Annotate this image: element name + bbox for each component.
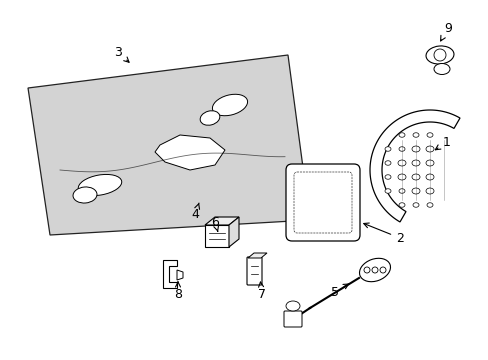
Ellipse shape: [426, 133, 432, 137]
Circle shape: [379, 267, 385, 273]
Text: 7: 7: [258, 282, 265, 302]
Text: 8: 8: [174, 282, 182, 302]
Text: 2: 2: [363, 223, 403, 244]
Ellipse shape: [398, 133, 404, 137]
Ellipse shape: [200, 111, 220, 125]
Ellipse shape: [397, 160, 405, 166]
Text: 3: 3: [114, 45, 129, 62]
Circle shape: [433, 49, 445, 61]
Ellipse shape: [411, 188, 419, 194]
Circle shape: [371, 267, 377, 273]
Text: 1: 1: [434, 135, 450, 150]
Ellipse shape: [426, 203, 432, 207]
Polygon shape: [369, 110, 459, 222]
Circle shape: [363, 267, 369, 273]
Ellipse shape: [384, 189, 390, 193]
Ellipse shape: [411, 174, 419, 180]
Ellipse shape: [425, 174, 433, 180]
Polygon shape: [204, 217, 239, 225]
FancyBboxPatch shape: [285, 164, 359, 241]
Text: 6: 6: [211, 216, 219, 231]
Ellipse shape: [285, 301, 299, 311]
Ellipse shape: [398, 147, 404, 151]
Ellipse shape: [78, 175, 122, 195]
Polygon shape: [155, 135, 224, 170]
Ellipse shape: [425, 46, 453, 64]
Ellipse shape: [73, 187, 97, 203]
Polygon shape: [177, 270, 183, 280]
Ellipse shape: [412, 133, 418, 137]
Polygon shape: [28, 55, 309, 235]
Ellipse shape: [384, 161, 390, 165]
FancyBboxPatch shape: [284, 311, 302, 327]
Ellipse shape: [398, 189, 404, 193]
Ellipse shape: [397, 174, 405, 180]
Ellipse shape: [384, 175, 390, 179]
Ellipse shape: [425, 188, 433, 194]
Ellipse shape: [425, 160, 433, 166]
Polygon shape: [228, 217, 239, 247]
Ellipse shape: [384, 147, 390, 151]
Ellipse shape: [425, 146, 433, 152]
Ellipse shape: [359, 258, 390, 282]
Ellipse shape: [212, 94, 247, 116]
Ellipse shape: [412, 203, 418, 207]
Ellipse shape: [398, 203, 404, 207]
Text: 9: 9: [440, 22, 451, 41]
Text: 4: 4: [191, 203, 199, 221]
Polygon shape: [247, 253, 266, 258]
Ellipse shape: [433, 63, 449, 75]
Ellipse shape: [411, 146, 419, 152]
Polygon shape: [204, 225, 228, 247]
FancyBboxPatch shape: [246, 257, 262, 285]
Ellipse shape: [411, 160, 419, 166]
Polygon shape: [163, 260, 177, 288]
Text: 5: 5: [330, 284, 348, 298]
